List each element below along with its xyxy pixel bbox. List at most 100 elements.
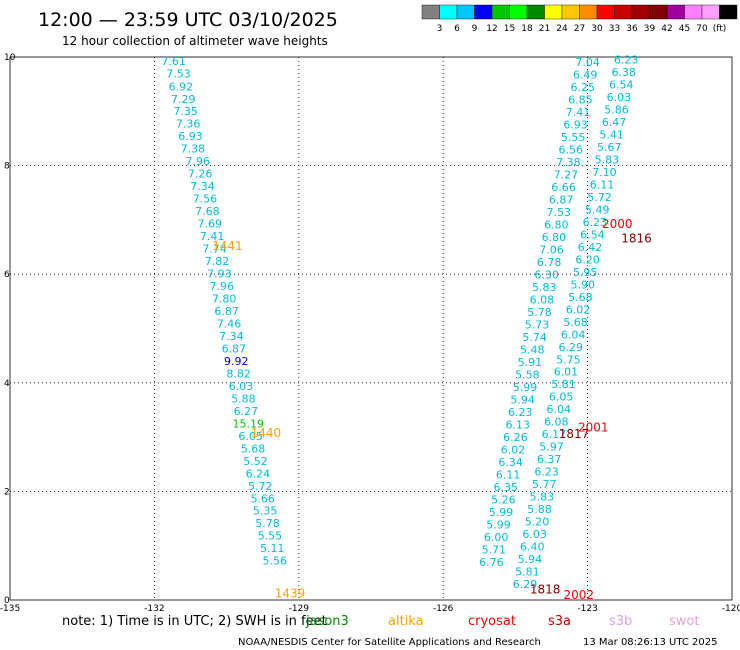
legend-swatch bbox=[456, 4, 475, 20]
wave-height-label: 7.29 bbox=[171, 93, 196, 106]
wave-height-label: 5.26 bbox=[491, 493, 516, 506]
legend-swatch bbox=[649, 4, 668, 20]
satellite-name: altika bbox=[388, 614, 424, 629]
wave-height-label: 5.97 bbox=[539, 441, 564, 454]
pass-time-label: 2000 bbox=[602, 217, 633, 231]
legend-label: 6 bbox=[454, 24, 460, 34]
wave-height-label: 5.55 bbox=[258, 530, 283, 543]
x-tick-label: -123 bbox=[577, 604, 597, 614]
satellite-name: cryosat bbox=[468, 614, 516, 629]
satellite-name: swot bbox=[669, 614, 699, 629]
wave-height-label: 6.42 bbox=[578, 241, 603, 254]
footer-timestamp: 13 Mar 08:26:13 UTC 2025 bbox=[583, 637, 718, 648]
wave-height-label: 6.13 bbox=[506, 418, 531, 431]
legend-swatch bbox=[719, 4, 738, 20]
wave-height-label: 5.48 bbox=[520, 343, 545, 356]
wave-height-label: 7.82 bbox=[205, 255, 230, 268]
wave-height-label: 5.94 bbox=[510, 393, 535, 406]
wave-height-label: 6.23 bbox=[614, 54, 639, 67]
wave-height-label: 5.58 bbox=[515, 368, 540, 381]
wave-height-label: 7.41 bbox=[566, 106, 591, 119]
pass-time-label: 1441 bbox=[212, 239, 243, 253]
pass-time-label: 1439 bbox=[275, 586, 306, 600]
legend-swatch bbox=[439, 4, 458, 20]
wave-height-label: 6.04 bbox=[546, 403, 571, 416]
wave-height-label: 6.08 bbox=[544, 416, 569, 429]
satellite-name: s3a bbox=[548, 614, 571, 629]
legend-label: 3 bbox=[437, 24, 443, 34]
legend-label: 24 bbox=[556, 24, 568, 34]
legend-label: 33 bbox=[609, 24, 620, 34]
wave-height-label: 6.35 bbox=[494, 481, 519, 494]
wave-height-label: 6.80 bbox=[542, 231, 567, 244]
satellite-legend: jason3 altika cryosat s3a s3b swot bbox=[305, 614, 699, 629]
wave-height-label: 6.03 bbox=[607, 91, 632, 104]
satellite-name: jason3 bbox=[305, 614, 349, 629]
legend-label: 42 bbox=[661, 24, 672, 34]
wave-height-label: 6.11 bbox=[496, 468, 521, 481]
legend-label: 9 bbox=[472, 24, 478, 34]
legend-label: 18 bbox=[521, 24, 533, 34]
x-tick-label: -135 bbox=[0, 604, 20, 614]
wave-height-label: 5.74 bbox=[522, 331, 547, 344]
wave-height-label: 6.93 bbox=[178, 130, 203, 143]
data-labels: 7.617.536.927.297.357.366.937.387.967.26… bbox=[161, 54, 638, 592]
legend-swatch bbox=[684, 4, 703, 20]
wave-height-label: 6.00 bbox=[484, 531, 509, 544]
legend-label: 36 bbox=[626, 24, 638, 34]
wave-height-label: 5.20 bbox=[525, 516, 550, 529]
y-axis-ticks: 0 2 4 6 8 10 bbox=[4, 53, 16, 606]
wave-height-label: 5.88 bbox=[527, 503, 552, 516]
y-tick-label: 6 bbox=[4, 270, 10, 280]
wave-height-label: 7.41 bbox=[200, 230, 225, 243]
wave-height-label: 5.90 bbox=[571, 278, 596, 291]
wave-height-label: 6.40 bbox=[520, 541, 545, 554]
wave-height-label: 7.10 bbox=[592, 166, 617, 179]
wave-height-label: 5.77 bbox=[532, 478, 557, 491]
legend-swatch bbox=[666, 4, 685, 20]
wave-height-label: 7.69 bbox=[198, 218, 223, 231]
wave-height-label: 5.95 bbox=[573, 266, 598, 279]
wave-height-label: 6.27 bbox=[234, 405, 259, 418]
x-tick-label: -120 bbox=[722, 604, 740, 614]
x-tick-label: -129 bbox=[289, 604, 310, 614]
legend-label: 70 bbox=[696, 24, 708, 34]
wave-height-label: 6.29 bbox=[513, 578, 538, 591]
wave-height-label: 5.83 bbox=[530, 491, 555, 504]
chart-subtitle: 12 hour collection of altimeter wave hei… bbox=[62, 34, 328, 48]
wave-height-label: 7.68 bbox=[195, 205, 220, 218]
pass-time-label: 1816 bbox=[621, 232, 652, 246]
wave-height-label: 7.74 bbox=[202, 242, 227, 255]
wave-height-label: 5.72 bbox=[248, 480, 273, 493]
wave-height-label: 6.76 bbox=[479, 556, 504, 569]
wave-height-label: 5.68 bbox=[563, 316, 588, 329]
wave-height-label: 5.52 bbox=[243, 455, 268, 468]
wave-height-label: 7.53 bbox=[546, 206, 571, 219]
legend-swatch bbox=[614, 4, 633, 20]
legend-label: (ft) bbox=[713, 24, 727, 34]
wave-height-label: 5.99 bbox=[486, 518, 511, 531]
wave-height-label: 7.61 bbox=[161, 55, 186, 68]
y-tick-label: 0 bbox=[4, 596, 10, 606]
wave-height-label: 6.24 bbox=[246, 467, 271, 480]
wave-height-label: 6.92 bbox=[169, 81, 194, 94]
wave-height-label: 6.04 bbox=[561, 328, 586, 341]
wave-height-label: 15.19 bbox=[233, 417, 265, 430]
wave-height-label: 7.34 bbox=[219, 330, 244, 343]
wave-height-label: 5.72 bbox=[587, 191, 612, 204]
wave-height-label: 6.26 bbox=[503, 431, 528, 444]
legend-swatch bbox=[596, 4, 615, 20]
pass-time-label: 1440 bbox=[251, 426, 282, 440]
wave-height-label: 7.53 bbox=[166, 68, 191, 81]
wave-height-label: 6.29 bbox=[559, 341, 584, 354]
pass-time-label: 2001 bbox=[578, 421, 609, 435]
legend-swatch bbox=[544, 4, 563, 20]
wave-height-label: 5.67 bbox=[597, 141, 622, 154]
wave-height-label: 5.91 bbox=[518, 356, 543, 369]
wave-height-label: 6.56 bbox=[559, 144, 584, 157]
wave-height-label: 5.55 bbox=[561, 131, 586, 144]
wave-height-label: 6.03 bbox=[229, 380, 254, 393]
legend-label: 12 bbox=[486, 24, 497, 34]
